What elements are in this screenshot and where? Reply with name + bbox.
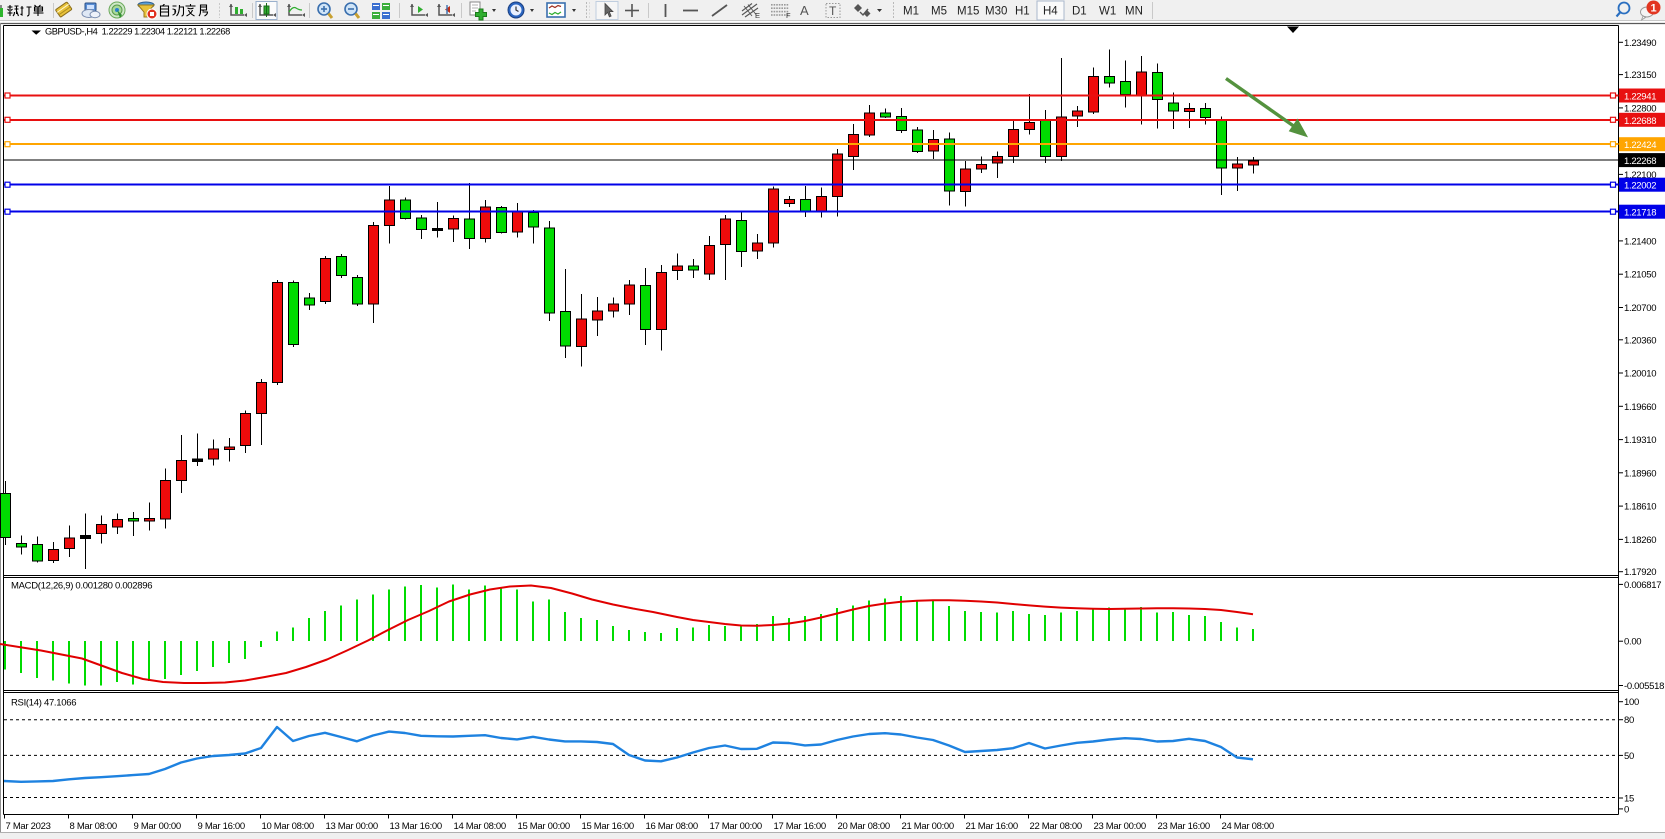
svg-text:10 Mar 08:00: 10 Mar 08:00 — [262, 821, 314, 832]
svg-text:50: 50 — [1624, 751, 1634, 762]
svg-text:1.20010: 1.20010 — [1624, 369, 1656, 380]
svg-text:1.18610: 1.18610 — [1624, 502, 1656, 513]
svg-text:14 Mar 08:00: 14 Mar 08:00 — [454, 821, 506, 832]
svg-text:M5: M5 — [931, 6, 947, 18]
svg-text:15: 15 — [1624, 794, 1634, 805]
svg-text:9 Mar 16:00: 9 Mar 16:00 — [198, 821, 245, 832]
svg-text:T: T — [829, 4, 837, 18]
svg-text:F: F — [786, 11, 791, 20]
svg-text:GBPUSD-,H4 1.22229 1.22304 1.: GBPUSD-,H4 1.22229 1.22304 1.22121 1.222… — [45, 27, 230, 37]
svg-text:E: E — [755, 11, 760, 20]
svg-text:1.21050: 1.21050 — [1624, 270, 1656, 281]
svg-text:1.21718: 1.21718 — [1624, 208, 1656, 219]
svg-text:1.19310: 1.19310 — [1624, 435, 1656, 446]
svg-text:21 Mar 00:00: 21 Mar 00:00 — [902, 821, 954, 832]
svg-text:1.22800: 1.22800 — [1624, 103, 1656, 114]
svg-text:17 Mar 16:00: 17 Mar 16:00 — [774, 821, 826, 832]
svg-text:1.23150: 1.23150 — [1624, 70, 1656, 81]
svg-text:0: 0 — [1624, 804, 1629, 815]
svg-text:1.23490: 1.23490 — [1624, 38, 1656, 49]
svg-text:1.22688: 1.22688 — [1624, 116, 1656, 127]
svg-text:1: 1 — [1651, 3, 1657, 15]
svg-text:24 Mar 08:00: 24 Mar 08:00 — [1222, 821, 1274, 832]
svg-text:MN: MN — [1125, 6, 1143, 18]
svg-text:13 Mar 16:00: 13 Mar 16:00 — [390, 821, 442, 832]
svg-text:M15: M15 — [957, 6, 979, 18]
svg-text:RSI(14) 47.1066: RSI(14) 47.1066 — [11, 698, 76, 709]
svg-text:7 Mar 2023: 7 Mar 2023 — [6, 821, 51, 832]
svg-text:1.21400: 1.21400 — [1624, 236, 1656, 247]
svg-text:0.00: 0.00 — [1624, 637, 1641, 648]
svg-text:1.20700: 1.20700 — [1624, 303, 1656, 314]
svg-text:21 Mar 16:00: 21 Mar 16:00 — [966, 821, 1018, 832]
svg-text:0.006817: 0.006817 — [1624, 580, 1661, 591]
svg-text:1.22941: 1.22941 — [1624, 92, 1656, 103]
svg-text:1.22268: 1.22268 — [1624, 156, 1656, 167]
svg-text:80: 80 — [1624, 715, 1634, 726]
svg-text:1.19660: 1.19660 — [1624, 402, 1656, 413]
svg-text:8 Mar 08:00: 8 Mar 08:00 — [70, 821, 117, 832]
svg-text:15 Mar 16:00: 15 Mar 16:00 — [582, 821, 634, 832]
svg-text:16 Mar 08:00: 16 Mar 08:00 — [646, 821, 698, 832]
svg-text:23 Mar 00:00: 23 Mar 00:00 — [1094, 821, 1146, 832]
svg-text:-0.005518: -0.005518 — [1624, 681, 1664, 692]
svg-text:9 Mar 00:00: 9 Mar 00:00 — [134, 821, 181, 832]
svg-text:23 Mar 16:00: 23 Mar 16:00 — [1158, 821, 1210, 832]
svg-text:1.17920: 1.17920 — [1624, 567, 1656, 578]
svg-text:1.18960: 1.18960 — [1624, 468, 1656, 479]
svg-text:15 Mar 00:00: 15 Mar 00:00 — [518, 821, 570, 832]
svg-text:100: 100 — [1624, 697, 1639, 708]
svg-text:W1: W1 — [1099, 6, 1116, 18]
svg-text:1.22002: 1.22002 — [1624, 181, 1656, 192]
svg-text:20 Mar 08:00: 20 Mar 08:00 — [838, 821, 890, 832]
svg-text:M1: M1 — [903, 6, 919, 18]
svg-text:M30: M30 — [985, 6, 1007, 18]
svg-text:MACD(12,26,9) 0.001280 0.00289: MACD(12,26,9) 0.001280 0.002896 — [11, 581, 152, 592]
svg-text:1.20360: 1.20360 — [1624, 335, 1656, 346]
svg-text:1.22424: 1.22424 — [1624, 140, 1656, 151]
svg-text:A: A — [800, 3, 809, 18]
svg-text:17 Mar 00:00: 17 Mar 00:00 — [710, 821, 762, 832]
svg-text:1.22100: 1.22100 — [1624, 170, 1656, 181]
svg-text:22 Mar 08:00: 22 Mar 08:00 — [1030, 821, 1082, 832]
svg-text:13 Mar 00:00: 13 Mar 00:00 — [326, 821, 378, 832]
svg-text:H4: H4 — [1043, 6, 1058, 18]
svg-text:H1: H1 — [1015, 6, 1030, 18]
svg-text:1.18260: 1.18260 — [1624, 535, 1656, 546]
svg-text:D1: D1 — [1072, 6, 1087, 18]
